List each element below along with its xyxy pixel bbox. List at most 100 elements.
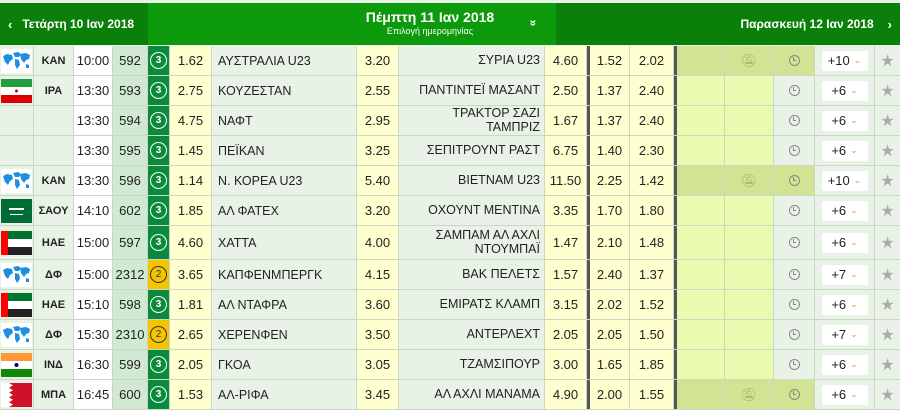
odds-away[interactable]: 3.15 (545, 290, 587, 319)
bell-off-icon[interactable]: 🔕︎ (740, 386, 758, 402)
more-markets-button[interactable]: +10 ⌄ (821, 50, 868, 71)
odds-over[interactable]: 2.30 (630, 136, 674, 165)
odds-under[interactable]: 1.37 (587, 76, 630, 105)
odds-under[interactable]: 2.02 (587, 290, 630, 319)
more-markets-button[interactable]: +6 ⌄ (821, 294, 868, 315)
odds-over[interactable]: 1.48 (630, 226, 674, 259)
odds-draw[interactable]: 3.20 (357, 46, 399, 75)
more-markets-button[interactable]: +6 ⌄ (821, 354, 868, 375)
odds-draw[interactable]: 3.45 (357, 380, 399, 409)
odds-draw[interactable]: 4.15 (357, 260, 399, 289)
odds-over[interactable]: 1.55 (630, 380, 674, 409)
odds-home[interactable]: 1.53 (170, 380, 212, 409)
odds-home[interactable]: 1.14 (170, 166, 212, 195)
odds-under[interactable]: 2.40 (587, 260, 630, 289)
clock-icon[interactable] (788, 329, 800, 340)
more-markets-button[interactable]: +6 ⌄ (821, 80, 868, 101)
odds-over[interactable]: 1.42 (630, 166, 674, 195)
bell-off-icon[interactable]: 🔕︎ (740, 52, 758, 68)
prev-day-button[interactable]: ‹ Τετάρτη 10 Ιαν 2018 (0, 3, 148, 45)
more-markets-button[interactable]: +7 ⌄ (821, 324, 868, 345)
odds-away[interactable]: 2.05 (545, 320, 587, 349)
odds-under[interactable]: 2.00 (587, 380, 630, 409)
odds-away[interactable]: 1.57 (545, 260, 587, 289)
star-icon[interactable]: ★ (880, 142, 895, 160)
odds-away[interactable]: 3.00 (545, 350, 587, 379)
star-icon[interactable]: ★ (880, 296, 895, 314)
odds-under[interactable]: 1.65 (587, 350, 630, 379)
star-icon[interactable]: ★ (880, 82, 895, 100)
odds-over[interactable]: 2.02 (630, 46, 674, 75)
odds-draw[interactable]: 3.50 (357, 320, 399, 349)
odds-draw[interactable]: 4.00 (357, 226, 399, 259)
odds-under[interactable]: 2.05 (587, 320, 630, 349)
star-icon[interactable]: ★ (880, 326, 895, 344)
odds-home[interactable]: 1.62 (170, 46, 212, 75)
star-icon[interactable]: ★ (880, 112, 895, 130)
more-markets-button[interactable]: +6 ⌄ (821, 140, 868, 161)
odds-draw[interactable]: 3.60 (357, 290, 399, 319)
odds-over[interactable]: 1.37 (630, 260, 674, 289)
odds-over[interactable]: 1.85 (630, 350, 674, 379)
star-icon[interactable]: ★ (880, 234, 895, 252)
clock-icon[interactable] (788, 145, 800, 156)
odds-home[interactable]: 1.45 (170, 136, 212, 165)
odds-draw[interactable]: 2.95 (357, 106, 399, 135)
odds-under[interactable]: 1.37 (587, 106, 630, 135)
clock-icon[interactable] (788, 205, 800, 216)
clock-icon[interactable] (788, 175, 800, 186)
odds-home[interactable]: 2.75 (170, 76, 212, 105)
clock-icon[interactable] (788, 237, 800, 248)
odds-draw[interactable]: 5.40 (357, 166, 399, 195)
next-day-button[interactable]: Παρασκευή 12 Ιαν 2018 › (556, 3, 900, 45)
star-icon[interactable]: ★ (880, 202, 895, 220)
odds-under[interactable]: 1.70 (587, 196, 630, 225)
odds-over[interactable]: 2.40 (630, 76, 674, 105)
odds-away[interactable]: 4.60 (545, 46, 587, 75)
clock-icon[interactable] (788, 85, 800, 96)
odds-over[interactable]: 1.50 (630, 320, 674, 349)
odds-home[interactable]: 4.75 (170, 106, 212, 135)
more-markets-button[interactable]: +7 ⌄ (821, 264, 868, 285)
odds-home[interactable]: 4.60 (170, 226, 212, 259)
odds-away[interactable]: 1.47 (545, 226, 587, 259)
clock-icon[interactable] (788, 269, 800, 280)
clock-icon[interactable] (788, 359, 800, 370)
odds-draw[interactable]: 2.55 (357, 76, 399, 105)
clock-icon[interactable] (788, 55, 800, 66)
odds-away[interactable]: 4.90 (545, 380, 587, 409)
odds-home[interactable]: 2.65 (170, 320, 212, 349)
more-markets-button[interactable]: +6 ⌄ (821, 200, 868, 221)
odds-under[interactable]: 2.10 (587, 226, 630, 259)
odds-away[interactable]: 1.67 (545, 106, 587, 135)
clock-icon[interactable] (788, 115, 800, 126)
more-markets-button[interactable]: +10 ⌄ (821, 170, 868, 191)
odds-home[interactable]: 1.81 (170, 290, 212, 319)
odds-away[interactable]: 2.50 (545, 76, 587, 105)
star-icon[interactable]: ★ (880, 266, 895, 284)
odds-under[interactable]: 1.52 (587, 46, 630, 75)
odds-draw[interactable]: 3.25 (357, 136, 399, 165)
star-icon[interactable]: ★ (880, 52, 895, 70)
star-icon[interactable]: ★ (880, 356, 895, 374)
odds-away[interactable]: 6.75 (545, 136, 587, 165)
odds-under[interactable]: 2.25 (587, 166, 630, 195)
more-markets-button[interactable]: +6 ⌄ (821, 232, 868, 253)
more-markets-button[interactable]: +6 ⌄ (821, 110, 868, 131)
bell-off-icon[interactable]: 🔕︎ (740, 172, 758, 188)
odds-over[interactable]: 2.40 (630, 106, 674, 135)
star-icon[interactable]: ★ (880, 386, 895, 404)
odds-under[interactable]: 1.40 (587, 136, 630, 165)
odds-draw[interactable]: 3.20 (357, 196, 399, 225)
date-picker[interactable]: Πέμπτη 11 Ιαν 2018 Επιλογή ημερομηνίας (310, 9, 550, 36)
more-markets-button[interactable]: +6 ⌄ (821, 384, 868, 405)
odds-home[interactable]: 3.65 (170, 260, 212, 289)
odds-away[interactable]: 11.50 (545, 166, 587, 195)
odds-home[interactable]: 2.05 (170, 350, 212, 379)
odds-over[interactable]: 1.52 (630, 290, 674, 319)
odds-draw[interactable]: 3.05 (357, 350, 399, 379)
clock-icon[interactable] (788, 389, 800, 400)
clock-icon[interactable] (788, 299, 800, 310)
odds-away[interactable]: 3.35 (545, 196, 587, 225)
odds-over[interactable]: 1.80 (630, 196, 674, 225)
